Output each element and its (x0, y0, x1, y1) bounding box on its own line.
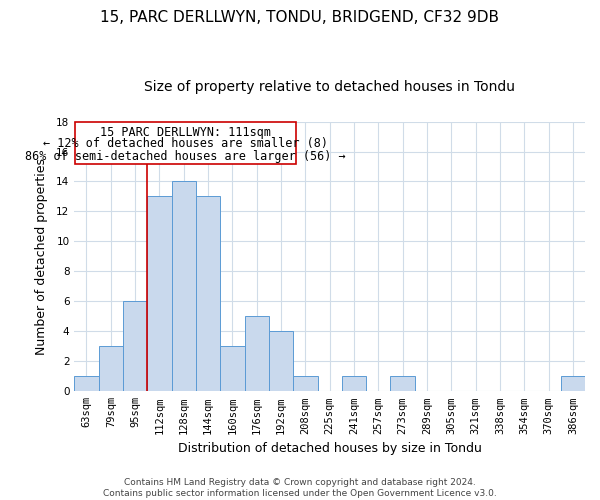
Text: ← 12% of detached houses are smaller (8): ← 12% of detached houses are smaller (8) (43, 137, 328, 150)
Text: 15, PARC DERLLWYN, TONDU, BRIDGEND, CF32 9DB: 15, PARC DERLLWYN, TONDU, BRIDGEND, CF32… (101, 10, 499, 25)
Bar (342, 376, 366, 392)
X-axis label: Distribution of detached houses by size in Tondu: Distribution of detached houses by size … (178, 442, 482, 455)
Bar (74, 376, 98, 392)
Bar (560, 376, 585, 392)
Bar (196, 196, 220, 392)
Bar (269, 332, 293, 392)
Text: 15 PARC DERLLWYN: 111sqm: 15 PARC DERLLWYN: 111sqm (100, 126, 271, 140)
Bar (220, 346, 245, 392)
Bar (123, 302, 147, 392)
Bar (98, 346, 123, 392)
Bar (147, 196, 172, 392)
Bar (293, 376, 317, 392)
Y-axis label: Number of detached properties: Number of detached properties (35, 158, 48, 355)
Bar (245, 316, 269, 392)
Text: 86% of semi-detached houses are larger (56) →: 86% of semi-detached houses are larger (… (25, 150, 346, 162)
Bar (75, 122, 296, 164)
Bar (172, 182, 196, 392)
Text: Contains HM Land Registry data © Crown copyright and database right 2024.
Contai: Contains HM Land Registry data © Crown c… (103, 478, 497, 498)
Bar (391, 376, 415, 392)
Title: Size of property relative to detached houses in Tondu: Size of property relative to detached ho… (144, 80, 515, 94)
